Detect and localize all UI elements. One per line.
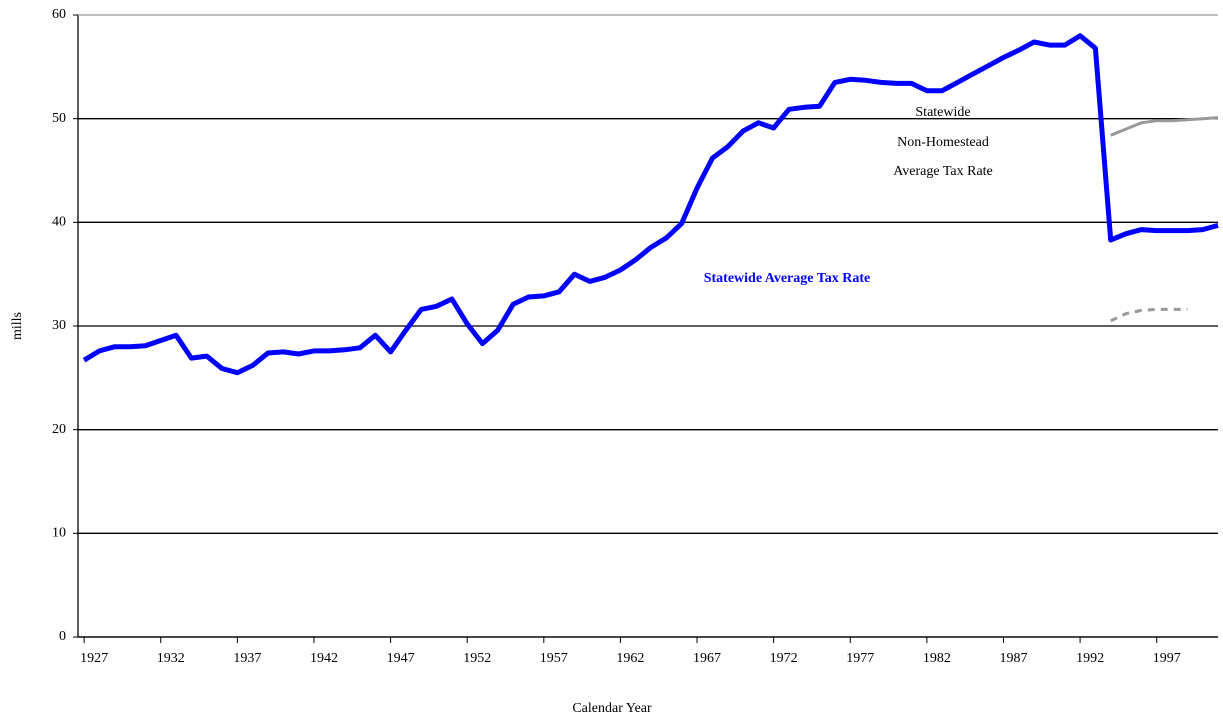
- x-tick-label: 1962: [616, 651, 644, 666]
- y-axis-label: mills: [10, 312, 25, 340]
- annotation: Statewide Average Tax Rate: [704, 271, 871, 286]
- y-tick-label: 50: [52, 111, 66, 126]
- series-group: [82, 33, 1219, 376]
- x-tick-label: 1992: [1076, 651, 1104, 666]
- x-tick-label: 1967: [693, 651, 721, 666]
- x-tick-label: 1952: [463, 651, 491, 666]
- x-tick-label: 1932: [157, 651, 185, 666]
- annotation: Statewide: [915, 105, 970, 120]
- y-tick-label: 40: [52, 215, 66, 230]
- x-tick-label: 1977: [846, 651, 874, 666]
- y-tick-label: 60: [52, 7, 66, 22]
- y-tick-label: 10: [52, 526, 66, 541]
- series-line: [1110, 116, 1219, 137]
- x-tick-label: 1982: [923, 651, 951, 666]
- x-tick-label: 1972: [770, 651, 798, 666]
- y-tick-label: 0: [59, 629, 66, 644]
- x-tick-label: 1942: [310, 651, 338, 666]
- x-tick-label: 1937: [233, 651, 261, 666]
- series-line: [1110, 307, 1188, 323]
- x-tick-label: 1997: [1153, 651, 1181, 666]
- x-tick-label: 1947: [387, 651, 415, 666]
- x-tick-label: 1987: [999, 651, 1027, 666]
- annotation: Average Tax Rate: [893, 164, 993, 179]
- annotation: Non-Homestead: [897, 135, 989, 150]
- y-tick-label: 30: [52, 318, 66, 333]
- series-line: [82, 33, 1219, 376]
- y-tick-label: 20: [52, 422, 66, 437]
- x-tick-label: 1927: [80, 651, 108, 666]
- x-axis-label: Calendar Year: [572, 701, 652, 716]
- x-tick-label: 1957: [540, 651, 568, 666]
